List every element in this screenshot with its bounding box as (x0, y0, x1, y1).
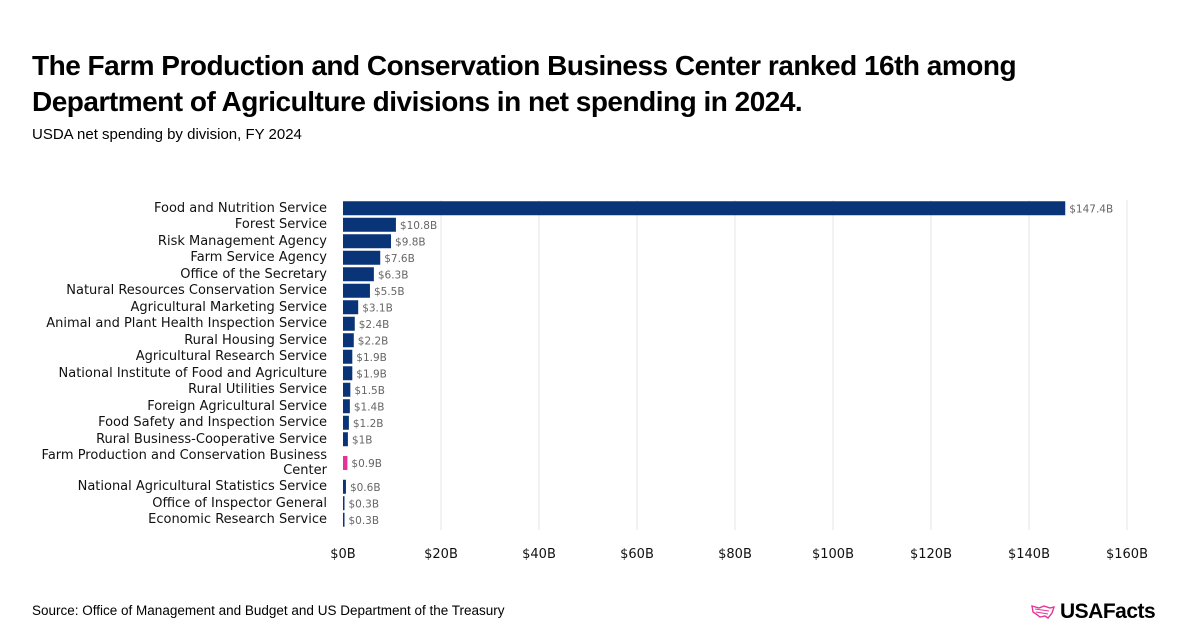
category-label: Risk Management Agency (157, 233, 327, 249)
category-label: Natural Resources Conservation Service (66, 283, 327, 299)
bar (343, 512, 345, 527)
data-label: $2.4B (359, 319, 390, 331)
category-label: Animal and Plant Health Inspection Servi… (46, 316, 327, 332)
data-label: $0.9B (351, 458, 382, 470)
data-label: $10.8B (400, 220, 437, 232)
data-label: $9.8B (395, 236, 426, 248)
bar-highlighted (343, 456, 348, 470)
category-label: Forest Service (234, 217, 327, 233)
x-tick-label: $60B (620, 547, 654, 562)
data-label: $0.3B (348, 498, 379, 510)
usafacts-logo[interactable]: USAFacts (1030, 600, 1156, 624)
category-label: Agricultural Marketing Service (130, 299, 327, 315)
bar (343, 333, 354, 348)
category-label: Farm Service Agency (190, 250, 327, 266)
chart-subtitle: USDA net spending by division, FY 2024 (32, 126, 302, 143)
category-label: National Institute of Food and Agricultu… (58, 365, 327, 381)
bar (343, 399, 350, 414)
chart-title: The Farm Production and Conservation Bus… (32, 50, 1017, 117)
category-label: Food Safety and Inspection Service (98, 415, 327, 431)
data-label: $147.4B (1069, 203, 1113, 215)
x-tick-label: $160B (1106, 547, 1148, 562)
category-label: National Agricultural Statistics Service (77, 479, 327, 495)
chart-header: The Farm Production and Conservation Bus… (32, 48, 1132, 143)
logo-text: USAFacts (1060, 600, 1156, 623)
bar (343, 267, 374, 282)
category-label: Food and Nutrition Service (154, 200, 327, 216)
bar (343, 432, 348, 447)
category-label: Rural Business-Cooperative Service (96, 431, 327, 447)
data-label: $1.5B (354, 385, 385, 397)
x-tick-label: $80B (718, 547, 752, 562)
us-map-icon (1031, 605, 1056, 619)
data-label: $0.6B (350, 482, 381, 494)
category-label: Rural Utilities Service (188, 382, 327, 398)
bar (343, 234, 392, 249)
bar (343, 250, 381, 265)
category-label: Rural Housing Service (184, 332, 327, 348)
data-label: $3.1B (362, 302, 393, 314)
data-label: $5.5B (374, 286, 405, 298)
source-note: Source: Office of Management and Budget … (32, 603, 505, 618)
x-tick-label: $20B (424, 547, 458, 562)
category-label: Economic Research Service (148, 512, 327, 528)
category-label: Agricultural Research Service (135, 349, 327, 365)
data-label: $1B (352, 434, 373, 446)
x-tick-label: $120B (910, 547, 952, 562)
data-label: $1.9B (356, 368, 387, 380)
bar (343, 316, 355, 331)
bar (343, 349, 353, 364)
bar (343, 300, 359, 315)
bar (343, 283, 370, 298)
category-label: Office of the Secretary (180, 266, 327, 282)
bar (343, 217, 396, 232)
data-label: $2.2B (358, 335, 389, 347)
category-label: Office of Inspector General (152, 495, 327, 511)
bar (343, 201, 1066, 216)
bar (343, 382, 351, 397)
data-label: $6.3B (378, 269, 409, 281)
x-tick-label: $0B (330, 547, 355, 562)
data-label: $1.2B (353, 418, 384, 430)
bar (343, 366, 353, 381)
data-label: $0.3B (348, 515, 379, 527)
bar (343, 479, 346, 494)
data-label: $7.6B (384, 253, 415, 265)
category-label: Farm Production and Conservation Busines… (41, 448, 327, 478)
x-tick-label: $100B (812, 547, 854, 562)
x-tick-label: $40B (522, 547, 556, 562)
data-label: $1.9B (356, 352, 387, 364)
bar (343, 496, 345, 511)
x-tick-label: $140B (1008, 547, 1050, 562)
bar (343, 415, 349, 430)
category-label: Foreign Agricultural Service (147, 398, 327, 414)
data-label: $1.4B (354, 401, 385, 413)
